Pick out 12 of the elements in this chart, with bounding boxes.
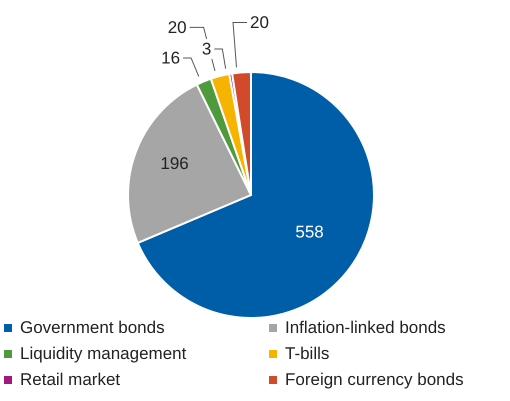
data-label: 558 bbox=[295, 222, 324, 242]
data-label: 196 bbox=[160, 154, 189, 173]
data-label: 16 bbox=[161, 48, 180, 68]
legend-label: Retail market bbox=[20, 370, 120, 390]
legend-label: Liquidity management bbox=[20, 344, 186, 364]
legend-label: Foreign currency bonds bbox=[285, 370, 464, 390]
data-label: 3 bbox=[202, 39, 212, 58]
legend-label: T-bills bbox=[285, 344, 330, 364]
data-label: 20 bbox=[168, 18, 187, 37]
legend-label: Government bonds bbox=[20, 318, 165, 338]
data-label: 20 bbox=[250, 13, 269, 32]
legend-label: Inflation-linked bonds bbox=[285, 318, 446, 338]
